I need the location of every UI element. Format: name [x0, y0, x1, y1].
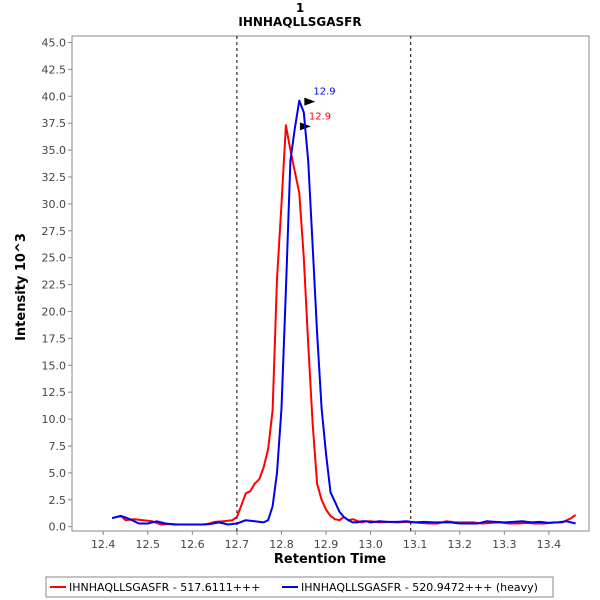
peak-label-heavy: 12.9: [313, 87, 335, 98]
y-tick-label: 45.0: [42, 36, 67, 49]
series-line-heavy: [111, 99, 576, 526]
y-axis-label: Intensity 10^3: [14, 233, 29, 341]
y-tick-label: 7.5: [49, 440, 67, 453]
x-tick-label: 13.3: [492, 538, 517, 551]
x-tick-label: 13.0: [358, 538, 383, 551]
y-tick-label: 40.0: [42, 90, 67, 103]
chart-title: 1: [296, 1, 304, 15]
y-tick-label: 25.0: [42, 252, 67, 265]
legend-label-heavy: IHNHAQLLSGASFR - 520.9472+++ (heavy): [301, 581, 538, 594]
y-tick-label: 30.0: [42, 198, 67, 211]
y-tick-label: 27.5: [42, 225, 67, 238]
x-tick-label: 12.7: [225, 538, 250, 551]
x-tick-label: 12.4: [91, 538, 116, 551]
y-tick-label: 10.0: [42, 413, 67, 426]
x-axis-label: Retention Time: [274, 552, 386, 567]
y-tick-label: 37.5: [42, 117, 67, 130]
x-tick-label: 13.2: [448, 538, 473, 551]
y-tick-label: 32.5: [42, 171, 67, 184]
peak-label-light: 12.9: [309, 111, 331, 122]
y-tick-label: 17.5: [42, 332, 67, 345]
x-tick-label: 13.1: [403, 538, 428, 551]
y-tick-label: 20.0: [42, 305, 67, 318]
y-tick-label: 42.5: [42, 63, 67, 76]
legend-label-light: IHNHAQLLSGASFR - 517.6111+++: [69, 581, 260, 594]
x-tick-label: 13.4: [537, 538, 562, 551]
y-tick-label: 22.5: [42, 279, 67, 292]
peak-arrow-heavy: [304, 97, 316, 106]
y-tick-label: 12.5: [42, 386, 67, 399]
legend-box: [45, 576, 554, 598]
x-tick-label: 12.5: [136, 538, 161, 551]
x-tick-label: 12.8: [269, 538, 294, 551]
legend: IHNHAQLLSGASFR - 517.6111+++ IHNHAQLLSGA…: [45, 576, 554, 598]
y-tick-label: 35.0: [42, 144, 67, 157]
y-tick-label: 5.0: [49, 467, 67, 480]
y-tick-label: 15.0: [42, 359, 67, 372]
y-tick-label: 0.0: [49, 521, 67, 534]
x-tick-label: 12.9: [314, 538, 339, 551]
plot-frame: [71, 35, 590, 532]
x-tick-label: 12.6: [180, 538, 205, 551]
y-tick-label: 2.5: [49, 494, 67, 507]
chart-subtitle: IHNHAQLLSGASFR: [238, 15, 361, 29]
plot-area: 0.0 2.5 5.0 7.5 10.0 12.5 15.0 17.5 20.0 22.5 25.0…: [42, 35, 590, 551]
